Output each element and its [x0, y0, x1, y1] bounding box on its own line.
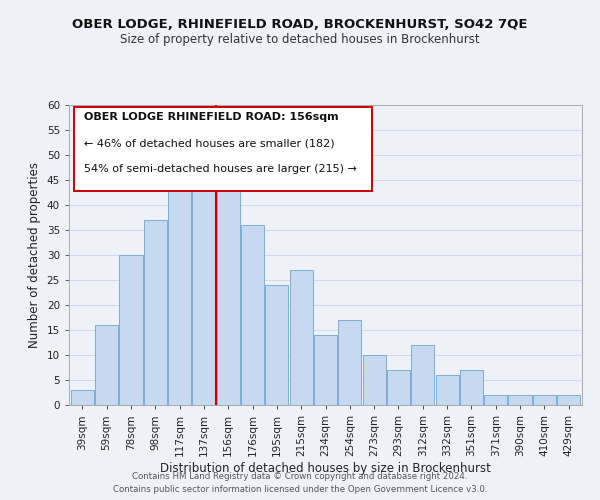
Bar [314, 335, 337, 405]
Bar [387, 370, 410, 405]
Text: ← 46% of detached houses are smaller (182): ← 46% of detached houses are smaller (18… [85, 138, 335, 148]
Text: Size of property relative to detached houses in Brockenhurst: Size of property relative to detached ho… [120, 32, 480, 46]
Bar [71, 390, 94, 405]
Bar [338, 320, 361, 405]
Text: OBER LODGE, RHINEFIELD ROAD, BROCKENHURST, SO42 7QE: OBER LODGE, RHINEFIELD ROAD, BROCKENHURS… [72, 18, 528, 30]
Bar [460, 370, 483, 405]
Bar [290, 270, 313, 405]
Bar [241, 225, 264, 405]
Bar [436, 375, 458, 405]
Bar [484, 395, 507, 405]
Bar [144, 220, 167, 405]
Bar [411, 345, 434, 405]
Bar [95, 325, 118, 405]
Bar [265, 285, 289, 405]
FancyBboxPatch shape [74, 106, 371, 190]
X-axis label: Distribution of detached houses by size in Brockenhurst: Distribution of detached houses by size … [160, 462, 491, 474]
Text: OBER LODGE RHINEFIELD ROAD: 156sqm: OBER LODGE RHINEFIELD ROAD: 156sqm [85, 112, 339, 122]
Bar [533, 395, 556, 405]
Bar [362, 355, 386, 405]
Text: Contains HM Land Registry data © Crown copyright and database right 2024.: Contains HM Land Registry data © Crown c… [132, 472, 468, 481]
Y-axis label: Number of detached properties: Number of detached properties [28, 162, 41, 348]
Bar [168, 155, 191, 405]
Text: 54% of semi-detached houses are larger (215) →: 54% of semi-detached houses are larger (… [85, 164, 357, 173]
Bar [119, 255, 143, 405]
Bar [557, 395, 580, 405]
Bar [508, 395, 532, 405]
Text: Contains public sector information licensed under the Open Government Licence v3: Contains public sector information licen… [113, 485, 487, 494]
Bar [193, 165, 215, 405]
Bar [217, 165, 240, 405]
